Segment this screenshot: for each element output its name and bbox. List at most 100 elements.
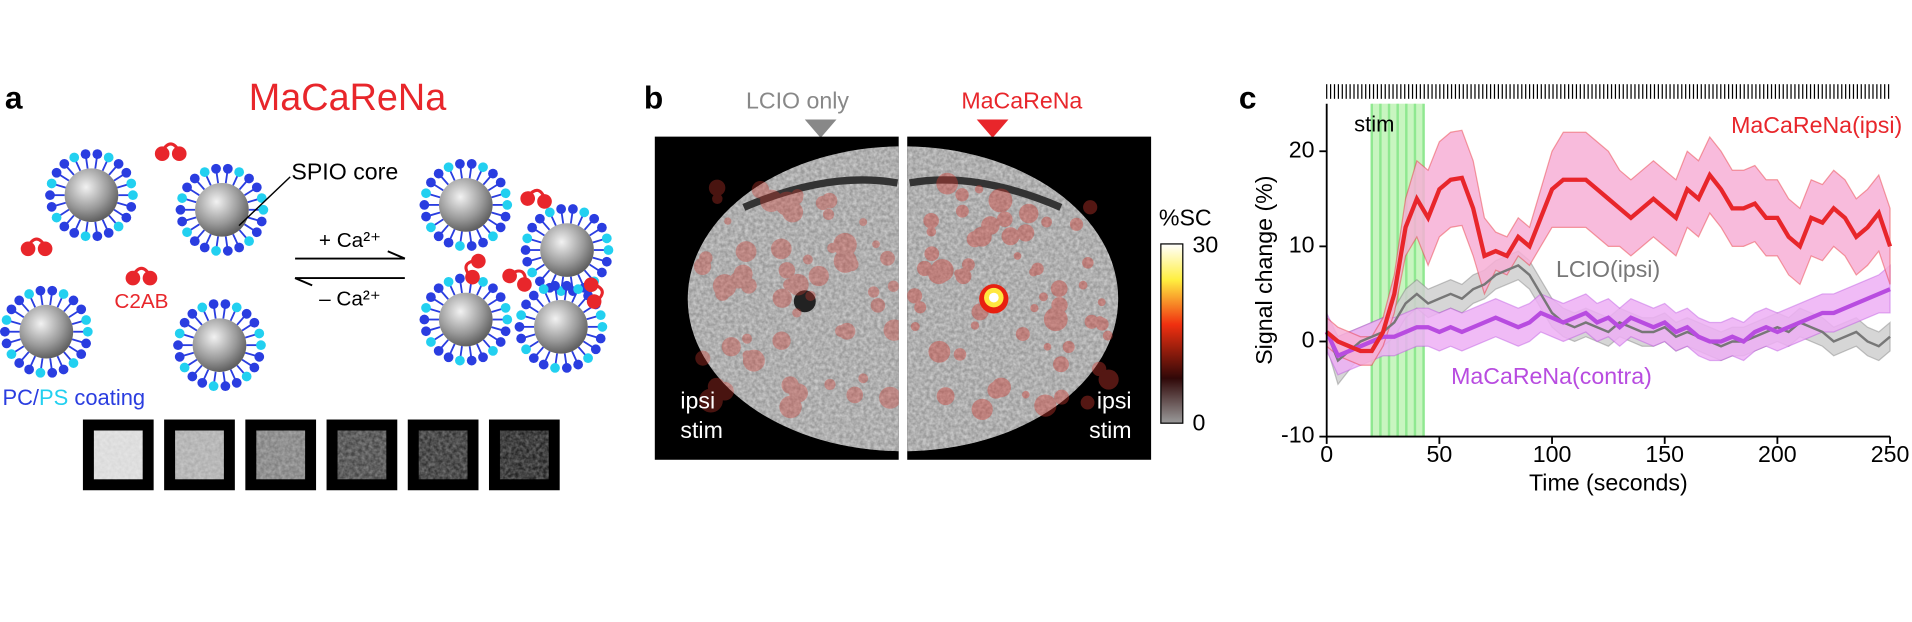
lipid-head [6,304,17,315]
lipid-head [187,308,198,319]
lipid-head [121,212,132,223]
core-label: SPIO core [291,158,398,184]
lipid-head [187,371,198,382]
lipid-head [500,326,511,337]
lipid-tail [589,228,600,237]
activation-blob [835,325,847,337]
lipid-tail [592,238,604,244]
activation-blob [1013,252,1022,260]
lipid-tail [482,224,492,235]
y-tick-label: 0 [1302,327,1315,353]
lipid-tail [571,350,578,362]
activation-blob [1029,267,1038,277]
activation-blob [974,185,984,194]
activation-blob [987,381,1005,399]
nanoparticles [0,142,614,392]
lipid-head [534,276,545,287]
lipid-tail [187,323,198,332]
activation-blob [782,201,804,223]
lipid-head [222,163,233,174]
coating-label: PC/PS coating [2,385,145,410]
series-label: LCIO(ipsi) [1556,256,1660,282]
particle [514,280,608,373]
lipid-head [189,236,200,247]
lipid-tail [244,223,255,231]
lipid-head [24,289,34,299]
lipid-tail [202,369,210,380]
activation-blob [779,395,802,419]
lipid-head [502,200,513,210]
lipid-head [478,352,488,363]
activation-blob [872,240,880,249]
lipid-head [595,310,606,321]
lipid-tail [577,346,587,357]
panel-letter: c [1239,79,1257,115]
lipid-tail [14,345,25,353]
lipid-head [597,321,608,332]
lipid-head [488,345,498,356]
panel-letter: b [644,79,663,115]
activation-blob [710,391,723,404]
lipid-head [426,292,436,302]
lipid-tail [571,292,578,303]
activation-blob [988,188,1013,213]
c2ab [464,253,486,285]
lipid-tail [544,292,551,303]
left-label: LCIO only [746,88,849,114]
lipid-tail [550,215,557,227]
lipid-tail [9,320,21,326]
activation-blob [955,268,972,285]
lipid-head [231,302,242,313]
lipid-tail [440,224,449,235]
lipid-tail [563,289,568,301]
lipid-head [174,328,185,339]
activation-blob [936,172,958,195]
core [19,304,74,359]
lipid-head [241,371,252,382]
c2ab-domain [171,146,187,162]
lipid-head [488,283,498,294]
lipid-tail [14,310,25,318]
pointer [238,176,291,227]
thumb-texture [256,430,306,480]
lipid-tail [433,218,444,227]
lipid-tail [583,220,593,231]
thumb-texture [418,430,468,480]
lipid-tail [20,351,30,361]
core [64,168,119,222]
c2ab [502,268,532,292]
lipid-tail [586,315,598,321]
particle [45,149,138,242]
activation-blob [880,250,895,266]
lipid-head [256,216,267,227]
lipid-head [466,355,477,366]
lipid-tail [182,351,195,357]
activation-blob [1053,356,1069,373]
lipid-tail [560,276,565,288]
lipid-tail [487,298,499,306]
lipid-head [1,338,12,349]
lipid-tail [108,165,117,176]
lipid-tail [29,296,37,308]
activation-blob [1030,304,1039,313]
activation-blob [802,254,813,265]
lipid-tail [468,345,473,358]
activation-blob [699,251,713,265]
lipid-tail [74,160,82,172]
activation-blob [772,331,791,350]
lipid-head [46,201,57,212]
activation-blob [715,286,730,301]
lipid-tail [85,157,89,169]
activation-blob [928,340,951,363]
lipid-tail [71,320,83,326]
lipid-head [516,333,527,344]
lipid-head [443,162,454,173]
lipid-tail [554,353,559,365]
lipid-head [46,178,57,189]
lipid-tail [54,201,66,207]
activation-blob [707,377,726,396]
lipid-tail [482,290,492,300]
lipid-tail [241,323,252,332]
activation-blob [846,386,864,404]
lipid-head [433,168,444,179]
